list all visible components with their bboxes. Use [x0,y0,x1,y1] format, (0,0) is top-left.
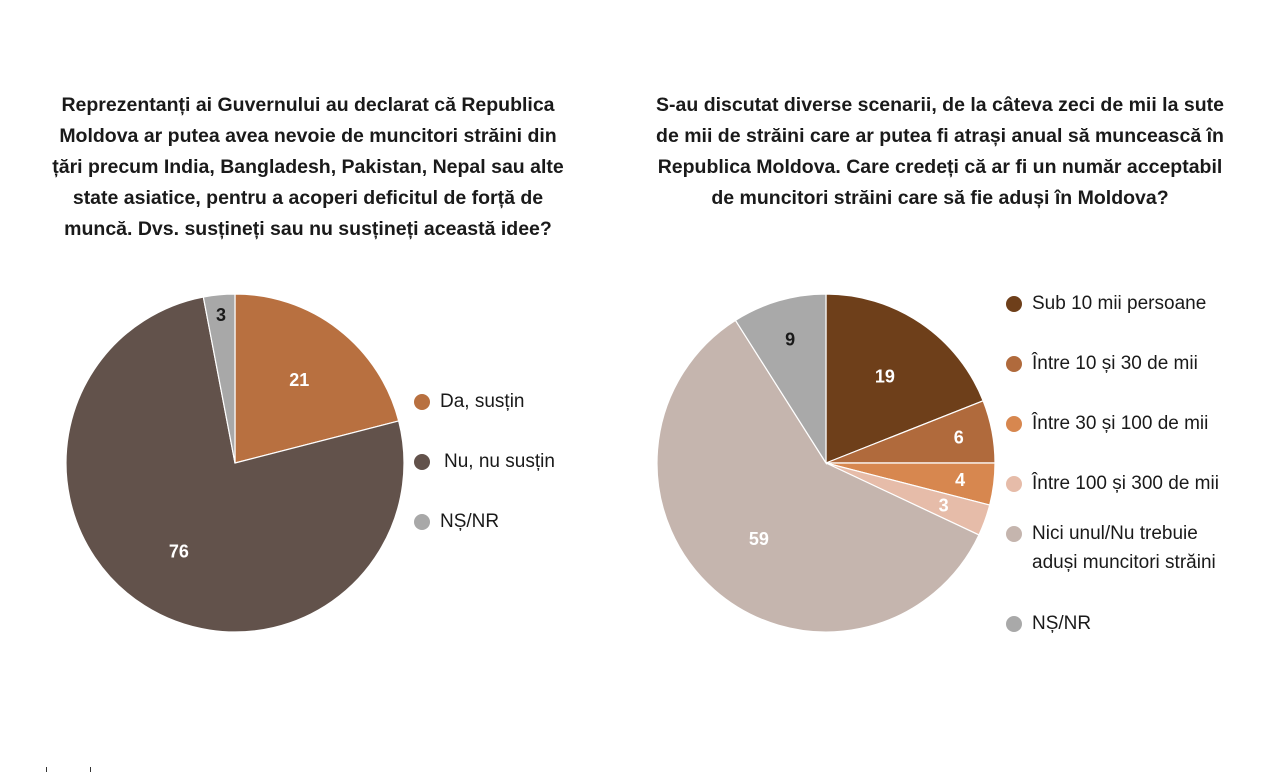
legend-label: Da, susțin [440,391,525,412]
slice-value-label: 19 [875,366,895,386]
legend-swatch [1006,356,1022,372]
slice-value-label: 59 [749,529,769,549]
chart-panel-right: S-au discutat diverse scenarii, de la câ… [640,0,1280,772]
slice-value-label: 76 [169,541,189,561]
pie-slice [825,293,984,464]
pie-slice [734,293,827,466]
pie-slice [234,293,400,464]
pie-chart-left: 21 76 3 [65,293,405,633]
legend-swatch [1006,416,1022,432]
legend-label: NȘ/NR [1032,613,1092,634]
chart-title-line: Moldova ar putea avea nevoie de muncitor… [59,125,557,147]
pie-slice [65,296,405,633]
chart-title-line: de mii de străini care ar putea fi atraș… [656,125,1224,147]
legend-label: aduși muncitori străini [1032,552,1216,573]
chart-title-right: S-au discutat diverse scenarii, de la câ… [640,90,1240,214]
legend-swatch [414,514,430,530]
chart-title-line: Reprezentanți ai Guvernului au declarat … [61,94,555,116]
legend-swatch [414,394,430,410]
chart-title-line: S-au discutat diverse scenarii, de la câ… [656,94,1224,116]
legend-swatch [1006,526,1022,542]
slice-value-label: 3 [939,495,949,515]
chart-title-line: Republica Moldova. Care credeți că ar fi… [657,156,1223,178]
legend-swatch [1006,296,1022,312]
legend-label: Nici unul/Nu trebuie [1032,523,1198,544]
pie-chart-right: 19 6 43 59 9 [656,293,996,633]
chart-panel-left: Reprezentanți ai Guvernului au declarat … [32,90,584,633]
pie-slice [656,319,980,633]
corner-mark [46,767,92,772]
legend-swatch [414,454,430,470]
legend-label: NȘ/NR [440,511,500,532]
legend-label: Nu, nu susțin [444,451,555,472]
chart-title-line: muncă. Dvs. susțineți sau nu susțineți a… [64,218,552,240]
slice-value-label: 3 [216,305,226,325]
legend-label: Între 30 și 100 de mii [1032,413,1209,434]
legend-swatch [1006,616,1022,632]
slice-value-label: 6 [954,428,964,448]
chart-title-line: de muncitori străini care să fie aduși î… [711,187,1169,209]
legend-label: Sub 10 mii persoane [1032,293,1207,314]
legend-swatch [1006,476,1022,492]
slice-value-label: 4 [955,470,965,490]
slice-value-label: 21 [289,370,309,390]
legend-label: Între 100 și 300 de mii [1032,473,1219,494]
legend-label: Între 10 și 30 de mii [1032,353,1198,374]
chart-title-left: Reprezentanți ai Guvernului au declarat … [32,90,584,245]
chart-title-line: țări precum India, Bangladesh, Pakistan,… [52,156,564,178]
slice-value-label: 9 [785,330,795,350]
pie-slice [202,293,236,464]
chart-title-line: state asiatice, pentru a acoperi deficit… [72,187,544,209]
